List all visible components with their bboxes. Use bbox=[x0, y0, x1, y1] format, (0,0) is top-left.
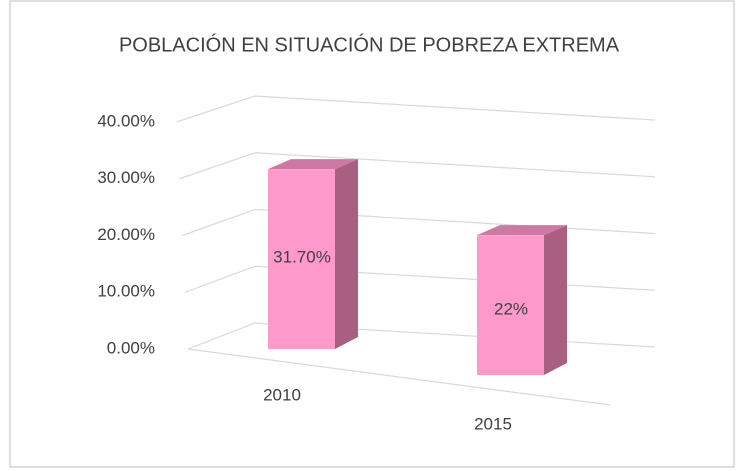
floor-edge bbox=[187, 348, 611, 406]
x-tick-label: 2015 bbox=[474, 414, 512, 433]
y-tick-label: 20.00% bbox=[97, 225, 155, 244]
y-tick-label: 10.00% bbox=[97, 282, 155, 301]
y-tick-label: 30.00% bbox=[97, 168, 155, 187]
y-tick-label: 40.00% bbox=[97, 111, 155, 130]
chart-border bbox=[9, 0, 735, 468]
data-label: 22% bbox=[494, 299, 528, 318]
bar bbox=[477, 235, 544, 375]
data-label: 31.70% bbox=[273, 247, 331, 266]
bar-top bbox=[477, 225, 567, 236]
grid-line bbox=[176, 95, 656, 123]
bar-side bbox=[335, 159, 358, 349]
y-tick-label: 0.00% bbox=[107, 338, 155, 357]
x-tick-label: 2010 bbox=[263, 385, 301, 404]
chart-title: POBLACIÓN EN SITUACIÓN DE POBREZA EXTREM… bbox=[119, 33, 620, 56]
bar-top bbox=[268, 159, 358, 170]
grid-line bbox=[179, 152, 656, 180]
bar-side bbox=[544, 225, 567, 375]
bar bbox=[268, 169, 335, 349]
